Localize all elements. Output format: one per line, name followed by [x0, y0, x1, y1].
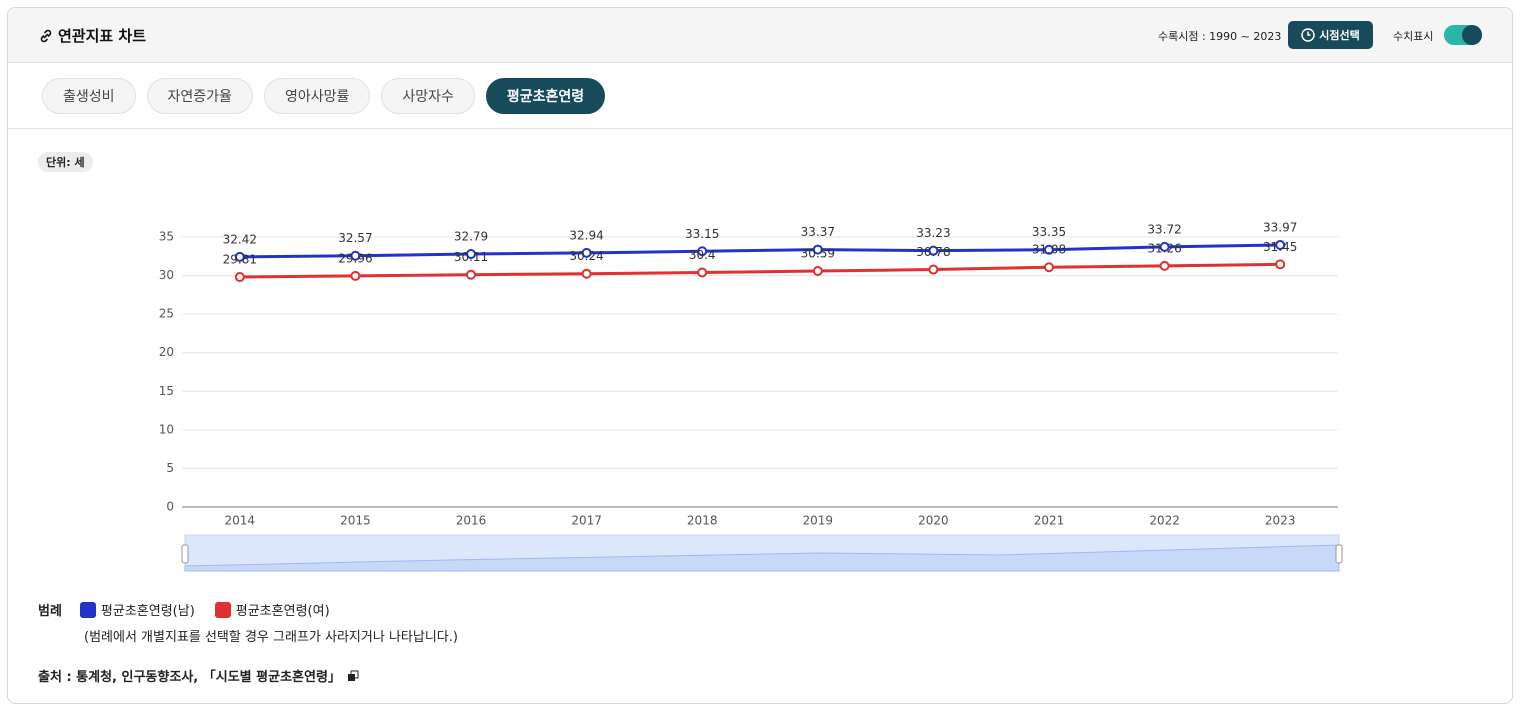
value-label: 30.78 [916, 245, 950, 259]
data-point [697, 246, 708, 257]
legend-text: 평균초혼연령(남) [100, 604, 195, 619]
x-tick-label: 2014 [225, 514, 256, 528]
legend-label: 범례 [38, 604, 62, 619]
value-label: 31.08 [1032, 243, 1066, 257]
data-point [1275, 259, 1286, 270]
x-tick-label: 2017 [571, 514, 602, 528]
data-point [581, 268, 592, 279]
data-point [812, 244, 823, 255]
value-label: 33.72 [1147, 222, 1181, 236]
tab[interactable]: 영아사망률 [263, 78, 371, 114]
source-wrap: 출처 : 통계청, 인구동향조사, 「시도별 평균초혼연령」 [38, 666, 359, 685]
tab-bar: 출생성비 자연증가율 영아사망률 사망자수 평균초혼연령 [42, 78, 606, 114]
tab[interactable]: 자연증가율 [146, 78, 253, 114]
tab[interactable]: 출생성비 [42, 78, 136, 114]
data-point [466, 249, 476, 260]
header: 연관지표 차트 수록시점 : 1990 ~ 2023 시점선택 수치표시 [8, 8, 1512, 63]
data-point [928, 245, 939, 256]
y-tick-label: 25 [159, 307, 174, 321]
series-line [239, 262, 1281, 279]
data-point [581, 247, 592, 258]
toggle-label: 수치표시 [1393, 30, 1434, 43]
value-label: 33.37 [801, 225, 835, 239]
x-tick-label: 2015 [340, 514, 371, 528]
data-point [812, 266, 823, 277]
value-label: 32.94 [569, 228, 603, 242]
y-tick-label: 0 [166, 500, 174, 514]
zoom-handle[interactable] [181, 544, 189, 564]
tab[interactable]: 사망자수 [381, 78, 475, 114]
value-label: 30.11 [454, 250, 488, 264]
legend-swatch [214, 601, 231, 618]
data-point [350, 270, 361, 281]
legend: 범례 평균초혼연령(남) 평균초혼연령(여) [38, 600, 344, 619]
header-title-wrap: 연관지표 차트 [38, 25, 146, 46]
value-label: 32.42 [223, 232, 257, 246]
legend-item[interactable]: 평균초혼연령(여) [214, 600, 330, 619]
data-point [1159, 241, 1170, 252]
x-tick-label: 2016 [456, 514, 487, 528]
value-label: 30.24 [569, 249, 603, 263]
value-label: 32.57 [338, 231, 372, 245]
data-point [1044, 244, 1054, 255]
y-tick-label: 15 [159, 384, 174, 398]
tab-active[interactable]: 평균초혼연령 [485, 78, 606, 114]
x-tick-label: 2023 [1265, 514, 1296, 528]
y-tick-label: 5 [166, 461, 174, 475]
data-point [466, 269, 476, 280]
period-button-label: 시점선택 [1319, 29, 1360, 42]
value-label: 33.97 [1263, 220, 1297, 234]
data-point [697, 267, 708, 278]
value-label: 33.15 [685, 227, 719, 241]
legend-text: 평균초혼연령(여) [235, 604, 330, 619]
data-point [928, 264, 939, 275]
zoom-handle[interactable] [1335, 544, 1343, 564]
link-icon [40, 29, 52, 42]
y-tick-label: 35 [159, 230, 174, 244]
copy-icon[interactable] [347, 670, 359, 682]
value-label: 31.26 [1147, 241, 1181, 255]
value-toggle[interactable] [1444, 25, 1482, 45]
value-label: 29.96 [338, 251, 372, 265]
unit-badge: 단위: 세 [38, 152, 93, 172]
zoom-preview [184, 544, 1340, 572]
header-title: 연관지표 차트 [58, 27, 147, 45]
value-label: 29.81 [223, 253, 257, 267]
period-text: 수록시점 : 1990 ~ 2023 [1158, 30, 1282, 43]
clock-icon [1301, 28, 1315, 42]
data-point [1275, 239, 1286, 250]
data-point [234, 272, 245, 283]
chart-card: 연관지표 차트 수록시점 : 1990 ~ 2023 시점선택 수치표시 출생성… [7, 7, 1513, 704]
data-point [1159, 260, 1170, 271]
x-tick-label: 2019 [803, 514, 834, 528]
period-button[interactable]: 시점선택 [1288, 21, 1373, 49]
y-tick-label: 20 [159, 345, 174, 359]
data-point [350, 250, 361, 261]
value-label: 32.79 [454, 230, 488, 244]
value-label: 30.4 [689, 248, 716, 262]
data-point [1044, 262, 1054, 273]
value-label: 31.45 [1263, 240, 1297, 254]
value-label: 33.35 [1032, 225, 1066, 239]
legend-swatch [79, 601, 96, 618]
legend-note: (범례에서 개별지표를 선택할 경우 그래프가 사라지거나 나타납니다.) [84, 630, 458, 645]
value-label: 33.23 [916, 226, 950, 240]
legend-item[interactable]: 평균초혼연령(남) [79, 600, 195, 619]
series-line [239, 243, 1281, 259]
value-label: 30.59 [801, 247, 835, 261]
data-point [234, 251, 245, 262]
y-tick-label: 30 [159, 268, 174, 282]
x-tick-label: 2021 [1034, 514, 1065, 528]
x-tick-label: 2020 [918, 514, 949, 528]
x-tick-label: 2022 [1149, 514, 1180, 528]
source-text: 출처 : 통계청, 인구동향조사, 「시도별 평균초혼연령」 [38, 670, 341, 685]
y-tick-label: 10 [159, 422, 174, 436]
x-tick-label: 2018 [687, 514, 718, 528]
separator [8, 128, 1512, 129]
